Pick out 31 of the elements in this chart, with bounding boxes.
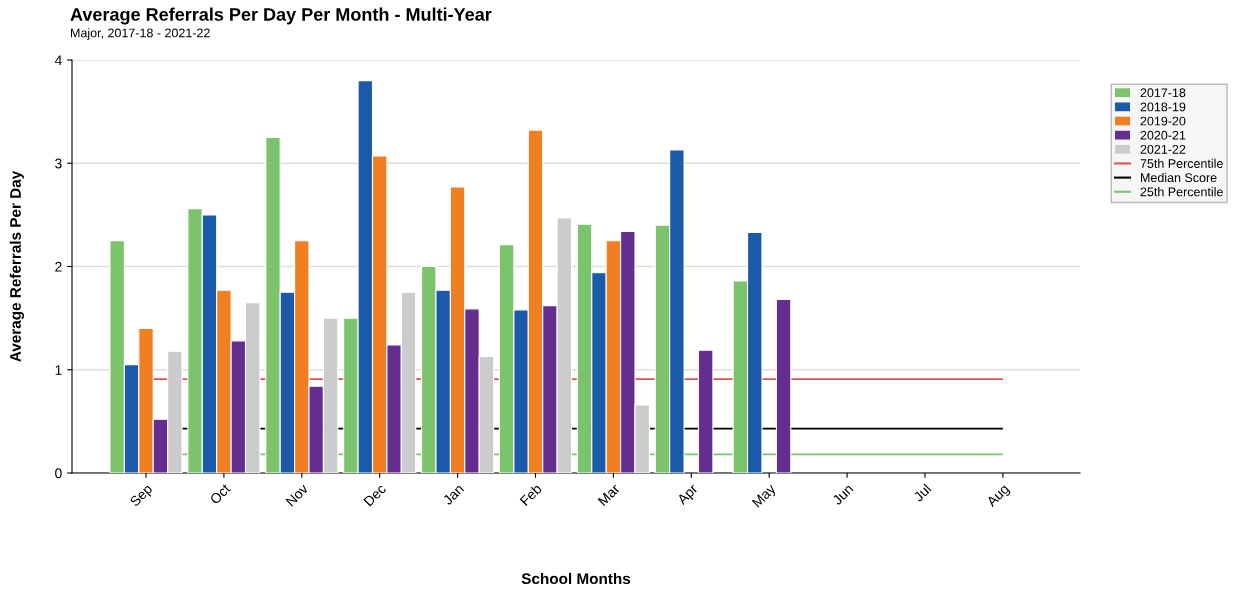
x-axis-title: School Months [521, 572, 631, 585]
chart-subtitle: Major, 2017-18 - 2021-22 [71, 28, 210, 40]
x-tick-label: Aug [985, 483, 1012, 510]
y-tick-label: 2 [55, 261, 62, 272]
bar [775, 298, 792, 473]
bar [697, 349, 714, 473]
x-tick-label: Sep [129, 483, 155, 509]
y-tick-label: 1 [55, 365, 62, 375]
legend-label: 2019-20 [1140, 116, 1186, 126]
legend-label: 75th Percentile [1140, 158, 1223, 168]
x-tick-label: Oct [209, 483, 232, 505]
legend-label: 2020-21 [1140, 130, 1186, 140]
y-tick-label: 0 [55, 468, 62, 479]
x-tick-label: Jan [442, 483, 465, 506]
y-tick-label: 4 [54, 55, 62, 66]
x-tick-label: Jul [912, 483, 932, 503]
legend-label: 2018-19 [1140, 102, 1186, 112]
x-tick-label: Jun [831, 483, 854, 506]
x-tick-label: Feb [519, 483, 543, 507]
chart-title: Average Referrals Per Day Per Month - Multi-Year [70, 7, 492, 25]
legend-label: Median Score [1141, 172, 1217, 183]
x-tick-label: Mar [597, 483, 621, 507]
y-axis-title: Average Referrals Per Day [9, 170, 24, 362]
legend-label: 2017-18 [1140, 88, 1186, 98]
y-tick-label: 3 [55, 158, 62, 169]
x-tick-label: Apr [676, 483, 701, 508]
legend-label: 25th Percentile [1140, 187, 1223, 197]
x-tick-label: Nov [285, 483, 309, 507]
legend-label: 2021-22 [1140, 144, 1186, 154]
x-tick-label: May [751, 483, 779, 510]
x-tick-label: Dec [363, 483, 387, 507]
